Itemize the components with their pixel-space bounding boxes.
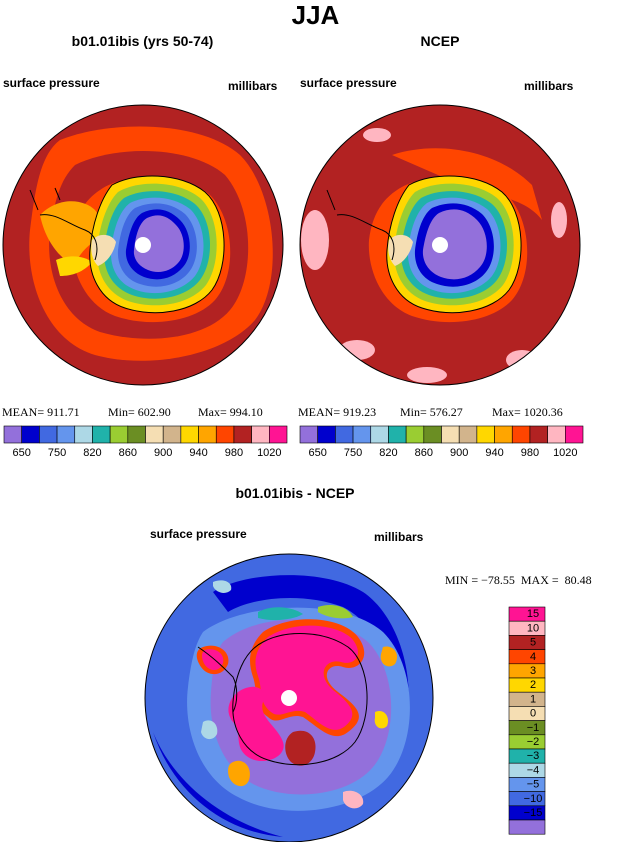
difference-colorbar-tick-label: 4 <box>530 651 536 663</box>
left-colorbar-tick-label: 900 <box>154 447 172 459</box>
right-colorbar-tick-label: 900 <box>450 447 468 459</box>
left-colorbar-swatch <box>39 425 58 444</box>
right-colorbar: 650 750 820 860 900 940 980 1020 <box>299 425 584 459</box>
right-colorbar-swatch <box>565 425 584 444</box>
right-colorbar-swatch <box>423 425 442 444</box>
right-colorbar-swatch <box>511 425 531 444</box>
left-colorbar-swatch <box>21 425 40 444</box>
left-colorbar-tick-label: 980 <box>225 447 243 459</box>
difference-colorbar-swatch <box>508 635 546 650</box>
right-colorbar-tick-label: 750 <box>344 447 362 459</box>
left-panel-max: Max= 994.10 <box>198 405 263 419</box>
difference-colorbar-tick-label: 5 <box>530 637 536 649</box>
right-colorbar-tick-label: 820 <box>379 447 397 459</box>
left-colorbar-swatch <box>127 425 146 444</box>
difference-colorbar-tick-label: 15 <box>527 608 539 620</box>
left-colorbar-tick-label: 860 <box>119 447 137 459</box>
right-colorbar-tick-label: 940 <box>485 447 503 459</box>
right-colorbar-swatch <box>458 425 478 444</box>
difference-colorbar-swatch <box>508 706 546 721</box>
right-polar-map <box>299 104 581 386</box>
right-colorbar-tick-label: 1020 <box>553 447 577 459</box>
left-colorbar-swatch <box>269 425 288 444</box>
difference-colorbar-tick-label: −2 <box>527 736 540 748</box>
right-panel-max: Max= 1020.36 <box>492 405 563 419</box>
left-colorbar-swatch <box>3 425 22 444</box>
right-colorbar-swatch <box>441 425 460 444</box>
left-colorbar: 650 750 820 860 900 940 980 1020 <box>3 425 288 459</box>
difference-colorbar-tick-label: −5 <box>527 779 540 791</box>
right-colorbar-swatch <box>370 425 389 444</box>
difference-colorbar-tick-label: −10 <box>524 793 543 805</box>
right-panel-units-label: millibars <box>524 79 574 93</box>
left-colorbar-swatch <box>92 425 111 444</box>
difference-colorbar-swatch <box>508 819 546 835</box>
difference-colorbar-swatch <box>508 677 546 693</box>
right-colorbar-swatch <box>299 425 318 444</box>
difference-colorbar-tick-label: −1 <box>527 722 540 734</box>
difference-colorbar-tick-label: 2 <box>530 679 536 691</box>
page-title: JJA <box>291 0 340 30</box>
difference-polar-map <box>144 553 434 842</box>
left-panel-title: b01.01ibis (yrs 50-74) <box>71 33 214 49</box>
diff-panel-units-label: millibars <box>374 530 424 544</box>
right-colorbar-swatch <box>405 425 425 444</box>
left-colorbar-swatch <box>251 425 270 444</box>
right-colorbar-swatch <box>352 425 372 444</box>
right-panel-variable-label: surface pressure <box>300 76 397 90</box>
right-colorbar-swatch <box>547 425 566 444</box>
left-colorbar-tick-label: 940 <box>189 447 207 459</box>
left-colorbar-swatch <box>198 425 217 444</box>
left-panel-mean: MEAN= 911.71 <box>2 405 80 419</box>
right-colorbar-tick-label: 650 <box>309 447 327 459</box>
left-colorbar-swatch <box>109 425 129 444</box>
left-colorbar-swatch <box>162 425 182 444</box>
left-colorbar-swatch <box>56 425 76 444</box>
difference-colorbar-swatch <box>508 649 546 665</box>
right-colorbar-swatch <box>317 425 336 444</box>
right-colorbar-tick-label: 860 <box>415 447 433 459</box>
difference-colorbar-tick-label: −4 <box>527 764 540 776</box>
left-colorbar-tick-label: 750 <box>48 447 66 459</box>
diff-panel-variable-label: surface pressure <box>150 527 247 541</box>
left-colorbar-swatch <box>74 425 93 444</box>
left-colorbar-swatch <box>233 425 252 444</box>
left-panel-min: Min= 602.90 <box>108 405 171 419</box>
right-panel-mean: MEAN= 919.23 <box>298 405 377 419</box>
right-colorbar-swatch <box>529 425 548 444</box>
left-colorbar-tick-label: 1020 <box>257 447 281 459</box>
difference-colorbar-swatch <box>508 663 546 679</box>
right-colorbar-swatch <box>388 425 407 444</box>
right-panel-min: Min= 576.27 <box>400 405 463 419</box>
right-colorbar-swatch <box>335 425 354 444</box>
right-colorbar-swatch <box>476 425 495 444</box>
left-polar-map <box>2 104 284 386</box>
left-colorbar-swatch <box>180 425 199 444</box>
difference-colorbar-swatch <box>508 691 546 707</box>
left-colorbar-tick-label: 820 <box>83 447 101 459</box>
right-colorbar-tick-label: 980 <box>521 447 539 459</box>
diff-panel-stats: MIN = −78.55 MAX = 80.48 <box>445 573 592 587</box>
left-colorbar-tick-label: 650 <box>13 447 31 459</box>
right-panel-title: NCEP <box>420 33 460 49</box>
right-colorbar-swatch <box>494 425 513 444</box>
left-panel-units-label: millibars <box>228 79 278 93</box>
left-panel-variable-label: surface pressure <box>3 76 100 90</box>
difference-colorbar-tick-label: 3 <box>530 665 536 677</box>
left-colorbar-swatch <box>145 425 164 444</box>
left-colorbar-swatch <box>215 425 235 444</box>
difference-colorbar-tick-label: 10 <box>527 622 539 634</box>
difference-colorbar-tick-label: −15 <box>524 807 543 819</box>
difference-colorbar-tick-label: 1 <box>530 693 536 705</box>
diff-panel-title: b01.01ibis - NCEP <box>235 485 355 501</box>
difference-colorbar-tick-label: −3 <box>527 750 540 762</box>
difference-colorbar-tick-label: 0 <box>530 708 536 720</box>
